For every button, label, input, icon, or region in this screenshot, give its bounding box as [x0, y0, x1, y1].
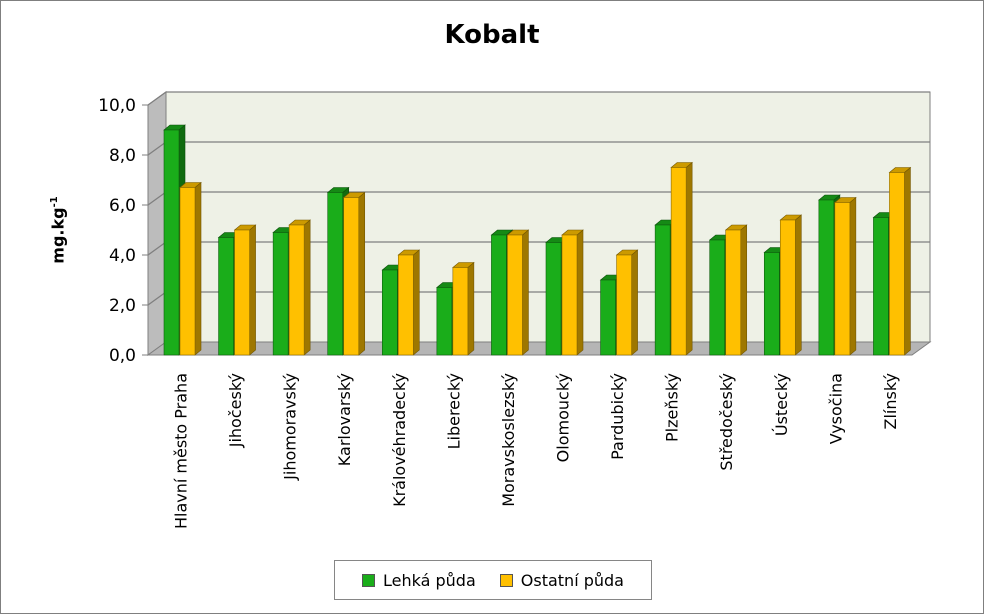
- bar-front: [561, 234, 578, 356]
- x-tick-label: Plzeňský: [663, 373, 682, 442]
- bar-front: [507, 234, 523, 356]
- legend-swatch-yellow: [499, 573, 513, 587]
- bar-front: [654, 224, 671, 356]
- bar-side: [849, 196, 857, 356]
- floor: [146, 341, 932, 356]
- bar-front: [234, 229, 250, 356]
- x-tick-label: Moravskoslezský: [499, 373, 518, 507]
- y-tick-label: 4,0: [109, 246, 136, 266]
- bar-front: [288, 224, 305, 356]
- x-tick-label: Jihomoravský: [281, 373, 300, 481]
- x-tick-label: Středočeský: [717, 373, 736, 471]
- legend-item-lehka: Lehká půda: [362, 571, 476, 590]
- bar-side: [467, 261, 475, 356]
- bar-front: [491, 234, 507, 356]
- y-tick-label: 10,0: [98, 96, 136, 116]
- bar-front: [725, 229, 742, 356]
- x-tick-label: Jihočeský: [226, 373, 245, 448]
- bar-front: [889, 172, 905, 356]
- bar-front: [545, 242, 562, 356]
- bar-side: [576, 229, 584, 356]
- bar-side: [303, 219, 311, 356]
- x-tick-label: Královéhradecký: [390, 373, 409, 507]
- bar-front: [397, 254, 414, 356]
- y-tick-label: 0,0: [109, 346, 136, 366]
- bar-side: [794, 214, 802, 356]
- x-tick-label: Liberecký: [444, 373, 463, 449]
- bar: [342, 191, 366, 356]
- bar-front: [616, 254, 632, 356]
- y-tick-label: 2,0: [109, 296, 136, 316]
- legend: Lehká půda Ostatní půda: [334, 560, 652, 600]
- bar: [615, 249, 639, 356]
- legend-swatch-green: [362, 573, 376, 587]
- bar-front: [600, 279, 616, 356]
- x-tick-label: Pardubický: [608, 373, 627, 460]
- bar-side: [194, 181, 202, 356]
- bar-side: [631, 249, 638, 356]
- bar: [834, 196, 857, 356]
- bar: [452, 261, 475, 356]
- x-tick-label: Hlavní město Praha: [172, 373, 191, 529]
- bar: [288, 219, 311, 356]
- x-tick-label: Zlínský: [881, 373, 900, 430]
- bar-front: [763, 252, 780, 356]
- bar: [724, 224, 748, 356]
- x-tick-label: Vysočina: [826, 373, 845, 444]
- legend-item-ostatni: Ostatní půda: [499, 570, 624, 590]
- bar: [670, 161, 693, 356]
- bar-side: [249, 224, 256, 356]
- bar-front: [343, 197, 360, 356]
- x-tick-label: Karlovarský: [335, 373, 354, 466]
- bar-front: [163, 129, 180, 356]
- bar-side: [904, 166, 911, 356]
- legend-label: Lehká půda: [383, 570, 476, 590]
- bar-side: [358, 191, 366, 356]
- bar-front: [436, 287, 453, 356]
- bar-front: [834, 202, 851, 356]
- y-tick-label: 8,0: [109, 146, 136, 166]
- bar-front: [218, 237, 234, 356]
- bar-front: [670, 167, 687, 356]
- bar-front: [381, 269, 398, 356]
- bar-front: [327, 192, 344, 356]
- bar-front: [709, 239, 726, 356]
- bar-side: [522, 229, 529, 356]
- y-tick-label: 6,0: [109, 196, 136, 216]
- bar-front: [452, 267, 469, 356]
- bar: [888, 166, 912, 356]
- bar-side: [685, 161, 693, 356]
- x-tick-label: Ústecký: [772, 373, 791, 436]
- bar: [179, 181, 202, 356]
- bar-side: [412, 249, 420, 356]
- bar: [233, 224, 257, 356]
- bar-front: [272, 232, 289, 356]
- legend-label: Ostatní půda: [520, 570, 624, 590]
- bar-front: [779, 219, 796, 356]
- bar-front: [818, 199, 835, 356]
- side-wall: [147, 91, 167, 356]
- bar: [779, 214, 803, 356]
- bar: [561, 229, 584, 356]
- bar-side: [740, 224, 748, 356]
- x-tick-label: Olomoucký: [554, 373, 573, 462]
- bar: [506, 229, 530, 356]
- chart-title: Kobalt: [444, 20, 540, 50]
- bar-front: [873, 217, 889, 356]
- bar-front: [179, 187, 196, 356]
- bar: [397, 249, 421, 356]
- gridline: [147, 91, 930, 106]
